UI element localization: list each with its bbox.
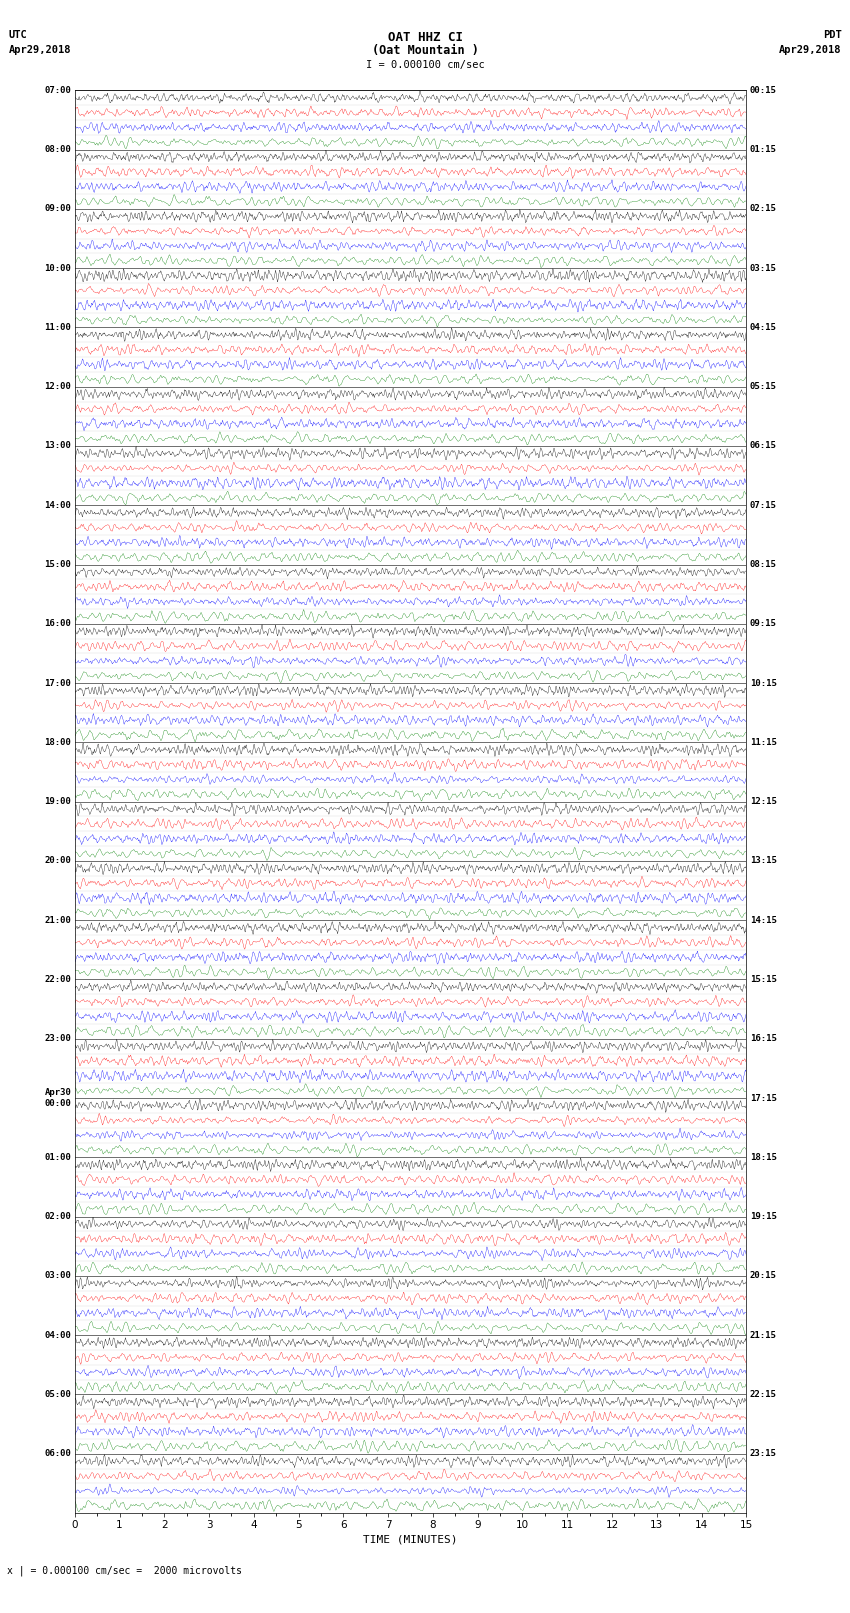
Text: 20:15: 20:15	[750, 1271, 777, 1281]
Text: 12:00: 12:00	[44, 382, 71, 392]
Text: 23:00: 23:00	[44, 1034, 71, 1044]
Text: 09:15: 09:15	[750, 619, 777, 629]
Text: 19:00: 19:00	[44, 797, 71, 806]
Text: 15:00: 15:00	[44, 560, 71, 569]
Text: 19:15: 19:15	[750, 1211, 777, 1221]
Text: 22:15: 22:15	[750, 1390, 777, 1398]
Text: 02:00: 02:00	[44, 1211, 71, 1221]
Text: 13:15: 13:15	[750, 857, 777, 866]
Text: 00:15: 00:15	[750, 85, 777, 95]
Text: 21:15: 21:15	[750, 1331, 777, 1340]
Text: 12:15: 12:15	[750, 797, 777, 806]
Text: 20:00: 20:00	[44, 857, 71, 866]
Text: (Oat Mountain ): (Oat Mountain )	[371, 44, 479, 56]
Text: 10:00: 10:00	[44, 263, 71, 273]
Text: 16:15: 16:15	[750, 1034, 777, 1044]
Text: 05:00: 05:00	[44, 1390, 71, 1398]
Text: Apr30
00:00: Apr30 00:00	[44, 1089, 71, 1108]
Text: x | = 0.000100 cm/sec =  2000 microvolts: x | = 0.000100 cm/sec = 2000 microvolts	[7, 1566, 241, 1576]
Text: Apr29,2018: Apr29,2018	[8, 45, 71, 55]
Text: 05:15: 05:15	[750, 382, 777, 392]
Text: 11:15: 11:15	[750, 737, 777, 747]
Text: 04:15: 04:15	[750, 323, 777, 332]
Text: 03:15: 03:15	[750, 263, 777, 273]
Text: UTC: UTC	[8, 31, 27, 40]
Text: 17:00: 17:00	[44, 679, 71, 687]
Text: Apr29,2018: Apr29,2018	[779, 45, 842, 55]
Text: 14:00: 14:00	[44, 500, 71, 510]
Text: 07:15: 07:15	[750, 500, 777, 510]
Text: 06:00: 06:00	[44, 1448, 71, 1458]
Text: 07:00: 07:00	[44, 85, 71, 95]
Text: 02:15: 02:15	[750, 205, 777, 213]
Text: 22:00: 22:00	[44, 974, 71, 984]
X-axis label: TIME (MINUTES): TIME (MINUTES)	[363, 1534, 458, 1544]
Text: 13:00: 13:00	[44, 442, 71, 450]
Text: 17:15: 17:15	[750, 1094, 777, 1103]
Text: 11:00: 11:00	[44, 323, 71, 332]
Text: 01:15: 01:15	[750, 145, 777, 155]
Text: 10:15: 10:15	[750, 679, 777, 687]
Text: PDT: PDT	[823, 31, 842, 40]
Text: 18:00: 18:00	[44, 737, 71, 747]
Text: 06:15: 06:15	[750, 442, 777, 450]
Text: 01:00: 01:00	[44, 1153, 71, 1161]
Text: 21:00: 21:00	[44, 916, 71, 924]
Text: 08:00: 08:00	[44, 145, 71, 155]
Text: OAT HHZ CI: OAT HHZ CI	[388, 31, 462, 44]
Text: 18:15: 18:15	[750, 1153, 777, 1161]
Text: 08:15: 08:15	[750, 560, 777, 569]
Text: 14:15: 14:15	[750, 916, 777, 924]
Text: 09:00: 09:00	[44, 205, 71, 213]
Text: 15:15: 15:15	[750, 974, 777, 984]
Text: 16:00: 16:00	[44, 619, 71, 629]
Text: 23:15: 23:15	[750, 1448, 777, 1458]
Text: 03:00: 03:00	[44, 1271, 71, 1281]
Text: I = 0.000100 cm/sec: I = 0.000100 cm/sec	[366, 60, 484, 69]
Text: 04:00: 04:00	[44, 1331, 71, 1340]
